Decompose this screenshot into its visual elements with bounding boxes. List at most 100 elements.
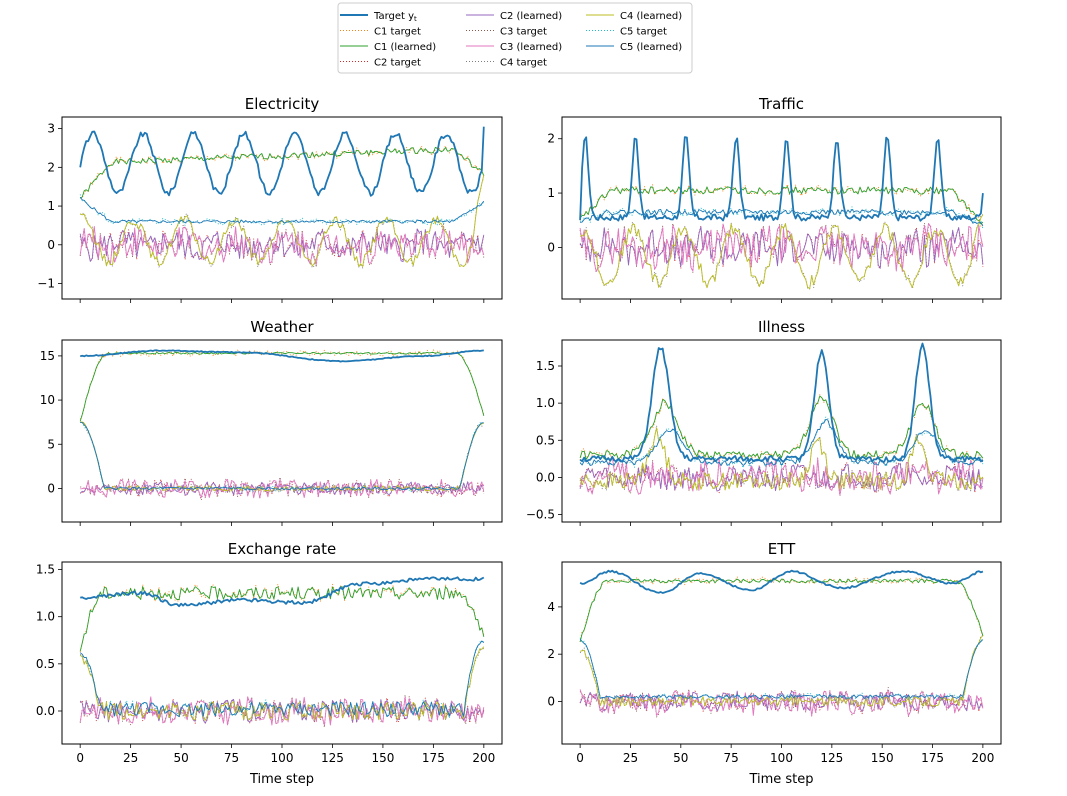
x-tick-label: 125 [321,751,344,765]
series-c5-target [579,637,984,702]
x-tick-label: 50 [673,751,688,765]
legend-label-c4t: C4 target [500,58,547,69]
legend-label-c1t: C1 target [374,27,421,38]
panel-title: Electricity [245,95,320,113]
series-c1-learned [579,578,984,643]
series-c5-target [79,420,485,493]
legend-label-c3t: C3 target [500,27,547,38]
series-c4-learned [579,427,984,491]
series-c5-learned [80,421,484,491]
axes-frame [61,561,503,745]
x-tick-label: 100 [271,751,294,765]
legend-label-target: Target yt [373,11,417,23]
axes-frame [61,116,503,300]
x-tick-label: 75 [224,751,239,765]
series-c4-learned [579,635,984,707]
y-tick-label: 0.0 [36,704,55,718]
y-tick-label: 0.0 [536,470,555,484]
y-tick-label: −1 [37,277,55,291]
series-target [579,136,984,222]
y-tick-label: 1.0 [536,396,555,410]
series-target [80,349,484,363]
series-c5-learned [79,196,485,224]
y-tick-label: 0.5 [36,657,55,671]
axes-frame [561,561,1002,745]
x-tick-label: 175 [422,751,445,765]
y-tick-label: 0.5 [536,433,555,447]
legend-label-c5: C5 (learned) [620,42,682,53]
panel-ett: ETT 0 25 50 75 100 125 150 175 200 0 2 4 Time step [547,540,1002,787]
series-c1-learned [579,395,984,460]
panel-exchange-rate: Exchange rate 0 25 50 75 100 125 150 175 200 0.0 0.… [36,540,503,787]
panels: Electricity −1 0 1 2 3 Traffic 0 1 2 Weather 0 5 10 15… [36,95,1002,787]
series-c4-target [80,421,484,494]
series-c5-learned [79,640,485,718]
series-c3-learned [579,689,984,717]
series-target [80,576,485,608]
y-tick-label: 2 [547,132,555,146]
legend-label-c2: C2 (learned) [500,11,562,22]
panel-traffic: Traffic 0 1 2 [547,95,1002,303]
panel-electricity: Electricity −1 0 1 2 3 [37,95,503,303]
x-tick-label: 25 [123,751,138,765]
legend-label-c4: C4 (learned) [620,11,682,22]
axes-frame [61,339,503,523]
axes-frame [561,116,1002,300]
series-c3-learned [80,478,485,499]
series-c3-learned [79,225,485,266]
series-c1-learned [79,146,485,199]
legend: Target yt C1 target C1 (learned) C2 target C… [337,2,693,74]
series-c1-learned [79,351,485,422]
y-tick-label: 5 [47,437,55,451]
x-tick-label: 200 [472,751,495,765]
y-tick-label: 1 [547,186,555,200]
y-tick-label: 2 [547,647,555,661]
legend-label-c3: C3 (learned) [500,42,562,53]
series-c5-learned [579,418,984,466]
series-group [79,349,485,501]
series-group [79,576,485,728]
x-axis-label: Time step [748,772,813,787]
y-tick-label: 4 [547,600,555,614]
legend-label-c2t: C2 target [374,58,421,69]
series-c2-target [579,689,984,715]
x-tick-label: 150 [371,751,394,765]
x-tick-label: 50 [173,751,188,765]
y-tick-label: 0 [547,240,555,254]
panel-weather: Weather 0 5 10 15 [40,318,503,526]
y-tick-label: 10 [40,393,55,407]
y-tick-label: 0 [47,238,55,252]
legend-label-c1: C1 (learned) [374,42,436,53]
series-group [579,342,984,497]
legend-frame [337,2,693,74]
panel-title: ETT [768,540,796,558]
y-tick-label: 3 [47,122,55,136]
series-target [79,126,485,197]
x-tick-label: 125 [820,751,843,765]
series-c5-learned [579,638,984,700]
y-tick-label: 1.0 [36,610,55,624]
series-c2-target [579,225,984,270]
y-tick-label: 1 [47,199,55,213]
x-tick-label: 0 [76,751,84,765]
x-tick-label: 0 [576,751,584,765]
x-tick-label: 200 [971,751,994,765]
y-tick-label: 0 [47,481,55,495]
series-c4-learned [579,214,984,290]
series-c5-target [579,206,984,229]
y-tick-label: −0.5 [526,508,555,522]
x-axis-label: Time step [249,772,314,787]
series-group [579,569,984,718]
x-tick-label: 25 [623,751,638,765]
series-target [579,342,984,463]
series-c3-learned [579,222,984,273]
y-tick-label: 1.5 [536,359,555,373]
series-c2-learned [79,228,485,263]
legend-label-c5t: C5 target [620,27,667,38]
series-group [579,136,984,290]
series-c4-learned [79,646,485,721]
panel-title: Weather [250,318,314,336]
series-group [79,126,485,269]
y-tick-label: 2 [47,160,55,174]
